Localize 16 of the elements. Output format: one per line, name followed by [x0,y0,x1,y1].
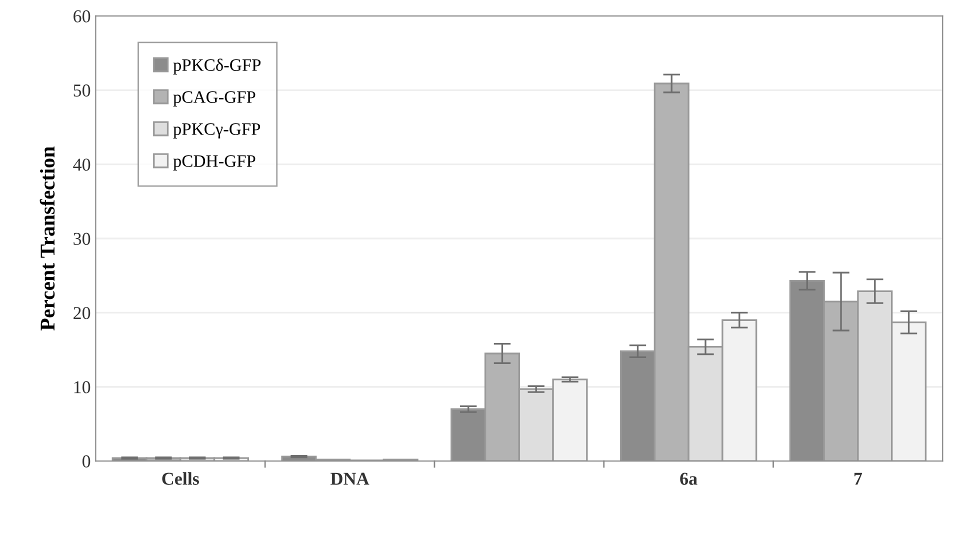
y-tick-label: 40 [73,158,90,171]
legend-label: pCDH-GFP [173,155,256,170]
x-tick-label: 7 [854,472,862,485]
y-axis-title: Percent Transfection [40,146,55,330]
y-tick-label: 60 [74,10,90,22]
y-tick-label: 20 [74,306,90,320]
legend-label: pPKCγ-GFP [173,123,260,138]
x-tick-label: DNA [330,472,370,485]
legend-label: pPKCδ-GFP [173,58,261,74]
legend-label: pCAG-GFP [173,91,256,106]
y-tick-label: 10 [74,381,90,394]
x-tick-label: 6a [680,472,698,485]
y-tick-label: 30 [74,232,90,245]
y-tick-label: 50 [74,84,90,97]
x-tick-label: Cells [162,472,200,485]
y-tick-label: 0 [82,455,90,468]
